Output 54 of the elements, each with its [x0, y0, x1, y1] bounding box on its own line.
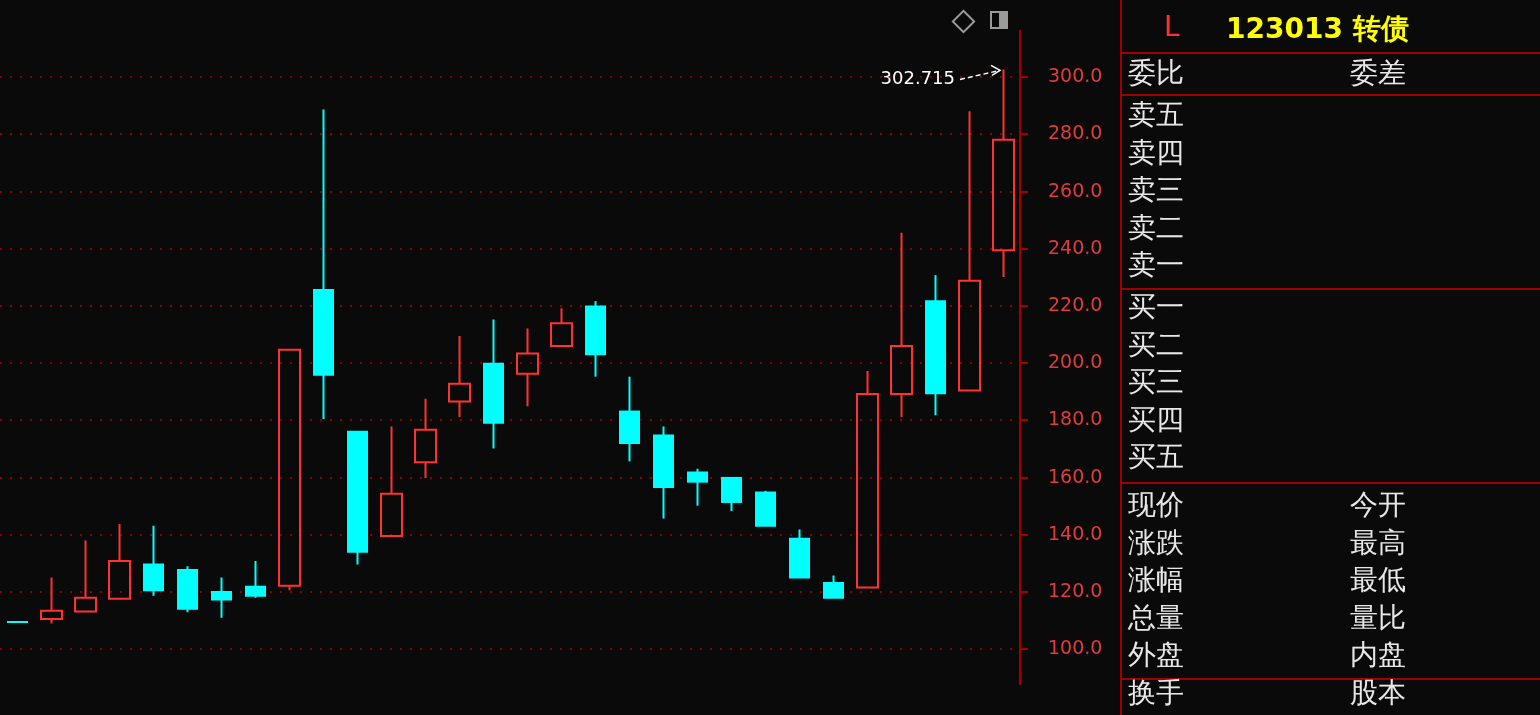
candlestick	[550, 307, 573, 348]
candlestick	[856, 369, 879, 589]
y-tick-label: 120.0	[1048, 579, 1103, 601]
text: 卖三	[1128, 173, 1184, 208]
text: 换手	[1128, 676, 1184, 710]
candlestick	[40, 576, 63, 625]
text: 买二	[1128, 327, 1184, 362]
candlestick	[414, 397, 437, 479]
annotation: 302.715	[880, 67, 955, 89]
text: 涨跌	[1128, 525, 1184, 560]
candlestick	[380, 425, 403, 537]
candlestick	[516, 327, 539, 408]
text: 外盘	[1128, 638, 1184, 673]
text: L	[1164, 10, 1180, 43]
candlestick	[211, 576, 232, 619]
text: 卖五	[1128, 98, 1184, 132]
y-tick-label: 160.0	[1048, 464, 1103, 487]
text: 涨幅	[1128, 563, 1184, 598]
y-tick-label: 220.0	[1048, 292, 1103, 315]
y-tick-label: 240.0	[1048, 235, 1103, 258]
text: 买一	[1128, 290, 1184, 324]
text: 委比	[1128, 56, 1184, 90]
y-tick-label: 200.0	[1048, 350, 1103, 373]
text: 量比	[1350, 600, 1406, 635]
y-tick-label: 100.0	[1048, 636, 1103, 659]
candlestick	[74, 539, 97, 613]
text: 买四	[1128, 402, 1184, 437]
text: 卖一	[1128, 248, 1184, 283]
text: 总量	[1128, 600, 1184, 635]
text: 123013 转债	[1226, 11, 1409, 47]
candlestick	[245, 559, 266, 599]
y-tick-label: 180.0	[1048, 407, 1103, 430]
candlestick	[958, 110, 981, 392]
text: 股本	[1350, 676, 1406, 710]
candlestick	[992, 68, 1015, 279]
candlestick	[687, 467, 708, 507]
candlestick	[890, 231, 913, 418]
text: 卖二	[1128, 210, 1184, 245]
text: 现价	[1128, 488, 1184, 522]
text: 今开	[1350, 488, 1406, 522]
text: 买五	[1128, 440, 1184, 475]
candlestick	[448, 335, 471, 418]
text: 最高	[1350, 525, 1406, 560]
text: 内盘	[1350, 638, 1406, 673]
candlestick	[823, 574, 844, 599]
text: 最低	[1350, 563, 1406, 598]
text: 买三	[1128, 365, 1184, 400]
y-tick-label: 260.0	[1048, 178, 1103, 201]
y-tick-label: 280.0	[1048, 121, 1103, 144]
candlestick	[108, 522, 131, 600]
y-tick-label: 300.0	[1048, 64, 1103, 87]
text: 委差	[1350, 56, 1406, 90]
y-tick-label: 140.0	[1048, 521, 1103, 544]
text: 卖四	[1128, 135, 1184, 170]
